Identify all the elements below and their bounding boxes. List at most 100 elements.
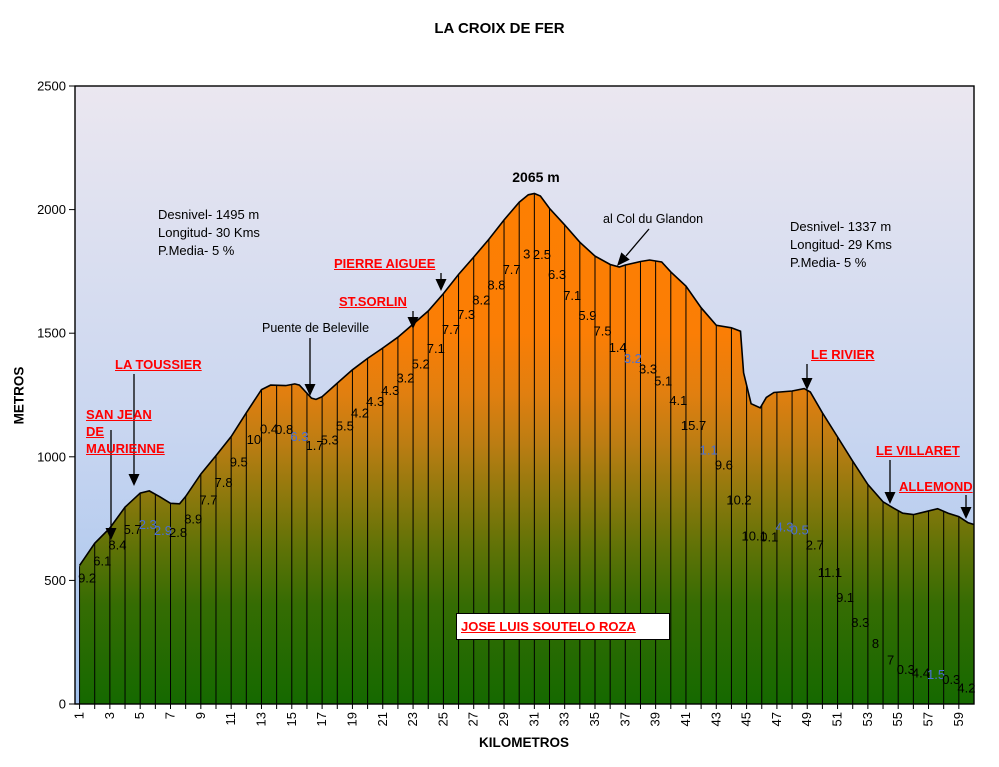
y-tick-label: 0 <box>59 697 66 712</box>
x-tick-label: 1 <box>72 712 87 719</box>
gradient-percent-label: 0.3 <box>897 662 915 677</box>
gradient-percent-label: 10.2 <box>726 492 751 507</box>
x-axis-title: KILOMETROS <box>479 735 569 750</box>
gradient-percent-label: 3.2 <box>624 351 642 366</box>
gradient-percent-label: 8.3 <box>851 615 869 630</box>
landmark-arrows <box>105 228 972 540</box>
gradient-percent-label: 8 <box>872 636 879 651</box>
x-tick-label: 31 <box>526 712 541 726</box>
gradient-percent-label: 1.1 <box>700 443 718 458</box>
x-tick-label: 41 <box>678 712 693 726</box>
chart-title: LA CROIX DE FER <box>434 20 565 37</box>
gradient-percent-label: 10.1 <box>742 529 767 544</box>
gradient-percent-label: 4.4 <box>912 666 930 681</box>
gradient-percent-label: 3 <box>523 246 530 261</box>
gradient-percent-label: 9.2 <box>78 570 96 585</box>
y-tick-label: 2500 <box>37 79 66 94</box>
gradient-percent-label: 4.2 <box>957 681 975 696</box>
profile-outline <box>78 192 975 567</box>
x-tick-label: 43 <box>708 712 723 726</box>
gradient-percent-label: 5.7 <box>124 522 142 537</box>
left-desnivel: Desnivel- 1495 m <box>158 207 260 222</box>
left-longitud: Longitud- 30 Kms <box>158 225 260 240</box>
landmark-label-puente-de-beleville: Puente de Beleville <box>262 321 370 335</box>
x-tick-label: 9 <box>193 712 208 719</box>
gradient-percent-label: 11.1 <box>818 565 842 580</box>
gradient-percent-label: 2.9 <box>154 523 172 538</box>
y-tick-label: 1000 <box>37 449 66 464</box>
x-tick-label: 51 <box>830 712 845 726</box>
plot-frame <box>74 85 975 705</box>
la-toussier-arrowhead <box>128 474 140 486</box>
gradient-percent-label: 1.7 <box>305 438 323 453</box>
x-tick-label: 33 <box>557 712 572 726</box>
gradient-percent-label: 5.9 <box>578 308 596 323</box>
credit-box: JOSE LUIS SOUTELO ROZA <box>456 613 670 640</box>
x-tick-label: 35 <box>587 712 602 726</box>
al-col-du-glandon-arrowhead <box>617 252 630 266</box>
right-climb-stats: Desnivel- 1337 m Longitud- 29 Kms P.Medi… <box>790 218 892 272</box>
gradient-percent-label: 4.3 <box>775 520 793 535</box>
st-sorlin-arrowhead <box>407 317 419 329</box>
landmark-label-la-toussier: LA TOUSSIER <box>115 357 202 372</box>
gradient-percent-label: 15.7 <box>681 418 706 433</box>
x-tick-label: 37 <box>617 712 632 726</box>
gradient-percent-label: 2.3 <box>139 517 157 532</box>
gradient-percent-label: 7.1 <box>427 341 445 356</box>
x-tick-label: 17 <box>314 712 329 726</box>
left-climb-stats: Desnivel- 1495 m Longitud- 30 Kms P.Medi… <box>158 206 260 260</box>
landmark-label-al-col-du-glandon: al Col du Glandon <box>603 212 704 226</box>
gradient-percent-label: 7.7 <box>503 262 521 277</box>
le-rivier-arrowhead <box>801 378 813 390</box>
gradient-percent-label: 7.7 <box>199 492 217 507</box>
al-col-du-glandon-arrow-line <box>625 228 650 257</box>
x-tick-label: 55 <box>890 712 905 726</box>
x-tick-label: 11 <box>223 712 238 726</box>
gradient-percent-label: 5.2 <box>412 357 430 372</box>
x-tick-label: 27 <box>466 712 481 726</box>
gradient-percent-label: 3.2 <box>396 370 414 385</box>
right-pmedia: P.Media- 5 % <box>790 255 867 270</box>
gradient-percent-label: 8.4 <box>108 538 126 553</box>
landmark-label-st-sorlin: ST.SORLIN <box>339 294 407 309</box>
right-desnivel: Desnivel- 1337 m <box>790 219 892 234</box>
x-tick-label: 7 <box>163 712 178 719</box>
landmark-label-pierre-aiguee: PIERRE AIGUEE <box>334 256 436 271</box>
gradient-percent-label: 4.2 <box>351 405 369 420</box>
gradient-percent-label: 10 <box>247 432 261 447</box>
gradient-percent-label: 5.1 <box>654 373 672 388</box>
landmark-label-le-rivier: LE RIVIER <box>811 347 875 362</box>
gradient-percent-label: 4.3 <box>366 394 384 409</box>
gradient-percent-label: 7.1 <box>563 288 581 303</box>
mountain-area <box>79 193 974 704</box>
gradient-percent-label: 5.3 <box>321 432 339 447</box>
gradient-percent-label: 9.5 <box>230 455 248 470</box>
x-tick-label: 25 <box>435 712 450 726</box>
x-tick-label: 5 <box>132 712 147 719</box>
san-jean-de-maurienne-arrowhead <box>105 528 117 540</box>
gradient-percent-label: 2.5 <box>533 247 551 262</box>
x-tick-label: 45 <box>739 712 754 726</box>
gradient-percent-label: 7 <box>887 652 894 667</box>
gradient-percent-label: 6.1 <box>93 554 111 569</box>
axis-ticks <box>69 85 960 709</box>
gradient-percent-label: 1.4 <box>609 340 627 355</box>
gradient-percent-label: 4.3 <box>381 383 399 398</box>
gradient-percent-label: 7.8 <box>215 475 233 490</box>
x-tick-label: 19 <box>344 712 359 726</box>
gradient-percent-label: 6.3 <box>290 429 308 444</box>
gradient-percent-label: 8.8 <box>487 277 505 292</box>
x-tick-label: 3 <box>102 712 117 719</box>
summit-elevation-label: 2065 m <box>512 169 560 185</box>
right-longitud: Longitud- 29 Kms <box>790 237 892 252</box>
x-axis-tick-labels: 1 3 5 7 9 11 13 15 17 19 21 23 25 27 29 31 33 35 37 39 41 43 4… <box>72 712 966 726</box>
gradient-percent-label: 6.3 <box>548 267 566 282</box>
credit-text: JOSE LUIS SOUTELO ROZA <box>461 619 636 634</box>
x-tick-label: 29 <box>496 712 511 726</box>
gradient-percent-label: 8.2 <box>472 293 490 308</box>
x-tick-label: 15 <box>284 712 299 726</box>
x-tick-label: 23 <box>405 712 420 726</box>
left-pmedia: P.Media- 5 % <box>158 243 235 258</box>
